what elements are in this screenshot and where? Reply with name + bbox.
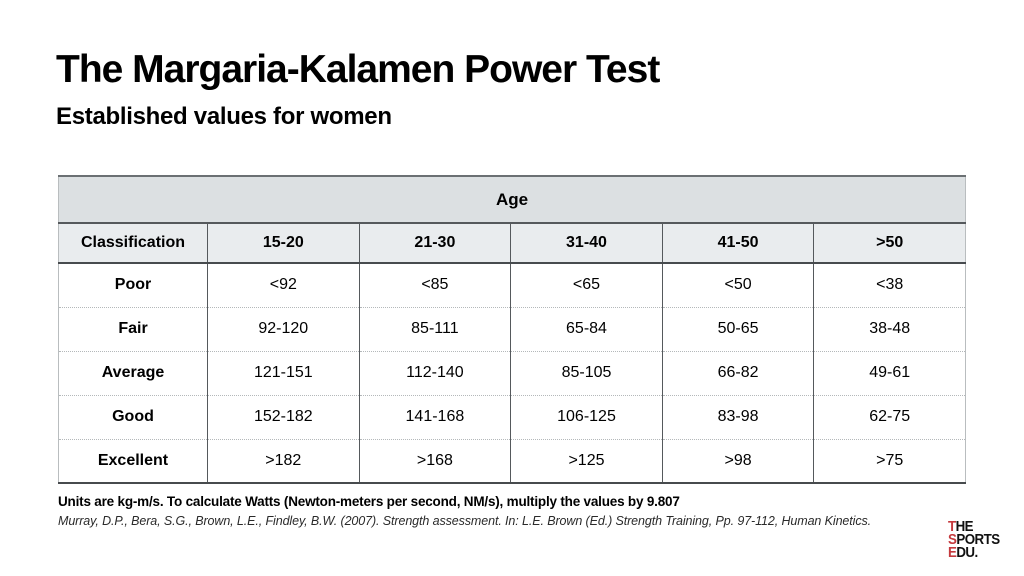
source-citation: Murray, D.P., Bera, S.G., Brown, L.E., F… [58, 514, 871, 528]
row-label-cell: Average [58, 350, 208, 395]
value-cell: <92 [207, 263, 360, 307]
value-cell: 112-140 [358, 350, 511, 395]
value-cell: >182 [207, 438, 360, 483]
value-cell: 141-168 [358, 394, 511, 439]
column-header-21-30: 21-30 [358, 223, 511, 264]
logo-line: SPORTS [948, 532, 1000, 548]
logo-accent-letter: T [948, 519, 956, 535]
value-cell: 85-105 [510, 350, 663, 395]
value-cell: 152-182 [207, 394, 360, 439]
table-row-poor: Poor <92 <85 <65 <50 <38 [58, 263, 966, 307]
values-table-container: Age Classification 15-20 21-30 31-40 41-… [58, 175, 966, 484]
column-header-41-50: 41-50 [661, 223, 814, 264]
column-header-classification: Classification [58, 223, 208, 264]
column-header-15-20: 15-20 [207, 223, 360, 264]
value-cell: 38-48 [813, 306, 966, 351]
value-cell: <85 [358, 263, 511, 307]
table-row-excellent: Excellent >182 >168 >125 >98 >75 [58, 438, 966, 483]
column-header-row: Classification 15-20 21-30 31-40 41-50 >… [58, 223, 966, 264]
row-label-cell: Fair [58, 306, 208, 351]
value-cell: >98 [661, 438, 814, 483]
column-header-31-40: 31-40 [510, 223, 663, 264]
table-row-average: Average 121-151 112-140 85-105 66-82 49-… [58, 350, 966, 395]
value-cell: 65-84 [510, 306, 663, 351]
table-row-fair: Fair 92-120 85-111 65-84 50-65 38-48 [58, 306, 966, 351]
value-cell: 49-61 [813, 350, 966, 395]
value-cell: 121-151 [207, 350, 360, 395]
value-cell: >168 [358, 438, 511, 483]
logo-line: THE [948, 519, 1000, 535]
value-cell: 83-98 [661, 394, 814, 439]
page-subtitle: Established values for women [56, 103, 392, 130]
units-footnote: Units are kg-m/s. To calculate Watts (Ne… [58, 494, 680, 509]
value-cell: 66-82 [661, 350, 814, 395]
value-cell: 92-120 [207, 306, 360, 351]
logo-rest: PORTS [956, 532, 1000, 548]
value-cell: >75 [813, 438, 966, 483]
logo-accent-letter: E [948, 545, 957, 561]
value-cell: 106-125 [510, 394, 663, 439]
page-title: The Margaria-Kalamen Power Test [56, 48, 660, 91]
value-cell: 62-75 [813, 394, 966, 439]
table-row-good: Good 152-182 141-168 106-125 83-98 62-75 [58, 394, 966, 439]
age-header-row: Age [58, 176, 966, 224]
value-cell: <38 [813, 263, 966, 307]
logo-line: EDU. [948, 545, 1000, 561]
value-cell: 50-65 [661, 306, 814, 351]
row-label-cell: Good [58, 394, 208, 439]
age-header-cell: Age [58, 176, 966, 224]
value-cell: <65 [510, 263, 663, 307]
the-sports-edu-logo: THE SPORTS EDU. [948, 519, 1000, 561]
logo-accent-letter: S [948, 532, 957, 548]
values-table: Age Classification 15-20 21-30 31-40 41-… [58, 175, 966, 484]
logo-rest: HE [955, 519, 974, 535]
logo-rest: DU. [956, 545, 978, 561]
value-cell: 85-111 [358, 306, 511, 351]
value-cell: >125 [510, 438, 663, 483]
column-header-over-50: >50 [813, 223, 966, 264]
row-label-cell: Poor [58, 263, 208, 307]
row-label-cell: Excellent [58, 438, 208, 483]
value-cell: <50 [661, 263, 814, 307]
